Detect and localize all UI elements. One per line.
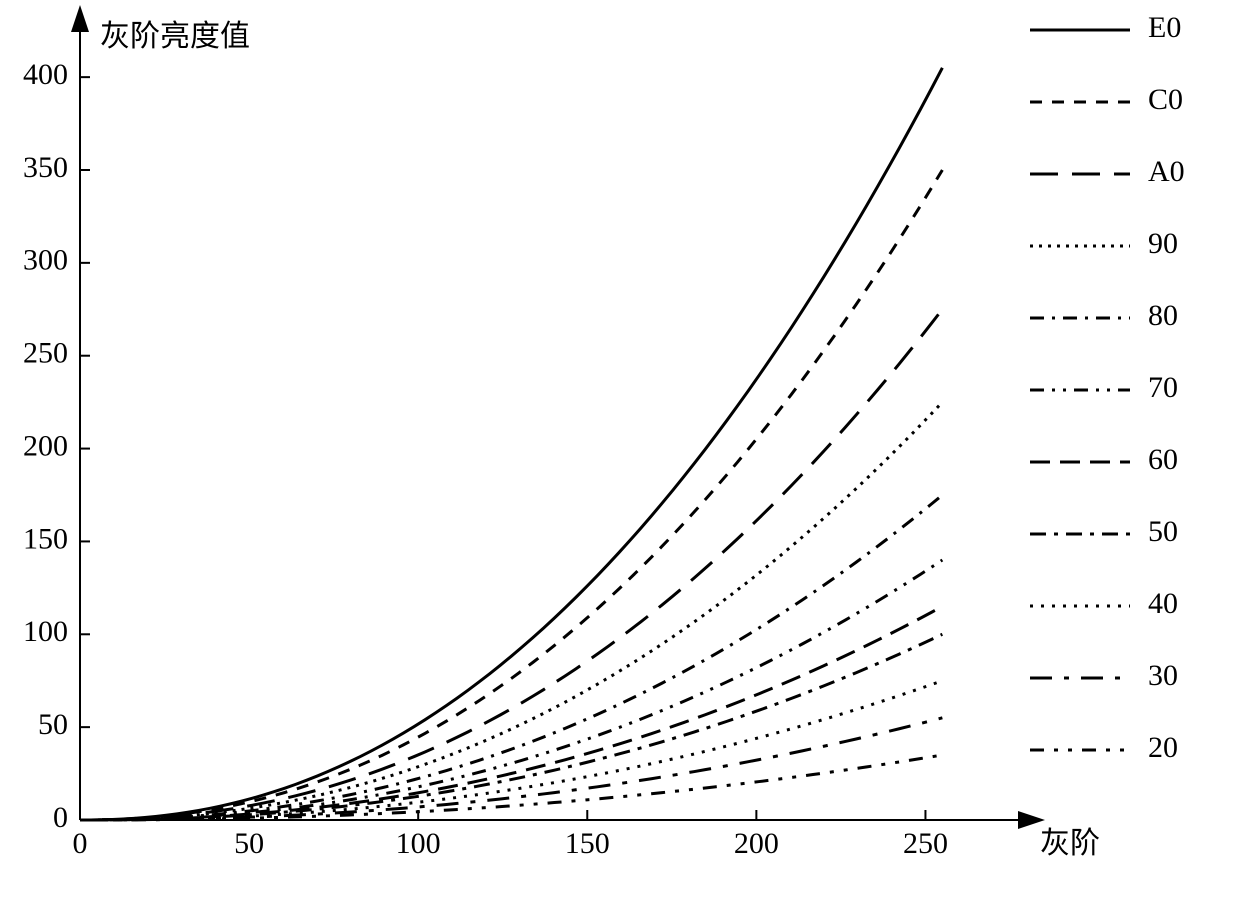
series-E0: [80, 68, 942, 820]
y-tick-label: 250: [23, 337, 68, 370]
legend-label-20: 20: [1148, 731, 1178, 764]
y-tick-label: 200: [23, 429, 68, 462]
y-tick-label: 100: [23, 615, 68, 648]
y-axis-title: 灰阶亮度值: [100, 20, 250, 53]
legend-label-30: 30: [1148, 659, 1178, 692]
legend-label-E0: E0: [1148, 11, 1181, 44]
series-60: [80, 606, 942, 820]
legend-label-90: 90: [1148, 227, 1178, 260]
y-tick-label: 50: [38, 708, 68, 741]
y-tick-label: 150: [23, 522, 68, 555]
y-tick-label: 300: [23, 244, 68, 277]
legend-label-80: 80: [1148, 299, 1178, 332]
series-C0: [80, 170, 942, 820]
legend-label-40: 40: [1148, 587, 1178, 620]
gamma-curves-chart: 0 50 100 150 200 250 300 350 400 0 50 100 150 200 250 灰…: [0, 0, 1240, 898]
x-tick-label: 50: [234, 827, 264, 860]
series-50: [80, 634, 942, 820]
legend-label-70: 70: [1148, 371, 1178, 404]
x-tick-label: 150: [565, 827, 610, 860]
x-tick-label: 250: [903, 827, 948, 860]
x-tick-label: 200: [734, 827, 779, 860]
legend-label-C0: C0: [1148, 83, 1183, 116]
series-20: [80, 755, 942, 820]
y-tick-label: 400: [23, 58, 68, 91]
y-tick-label: 0: [53, 801, 68, 834]
legend-label-60: 60: [1148, 443, 1178, 476]
chart-container: 0 50 100 150 200 250 300 350 400 0 50 100 150 200 250 灰…: [0, 0, 1240, 898]
legend-label-50: 50: [1148, 515, 1178, 548]
series-30: [80, 718, 942, 820]
x-tick-label: 100: [396, 827, 441, 860]
legend-label-A0: A0: [1148, 155, 1185, 188]
series-A0: [80, 309, 942, 820]
y-tick-label: 350: [23, 151, 68, 184]
x-tick-label: 0: [73, 827, 88, 860]
x-axis-title: 灰阶: [1040, 827, 1100, 860]
